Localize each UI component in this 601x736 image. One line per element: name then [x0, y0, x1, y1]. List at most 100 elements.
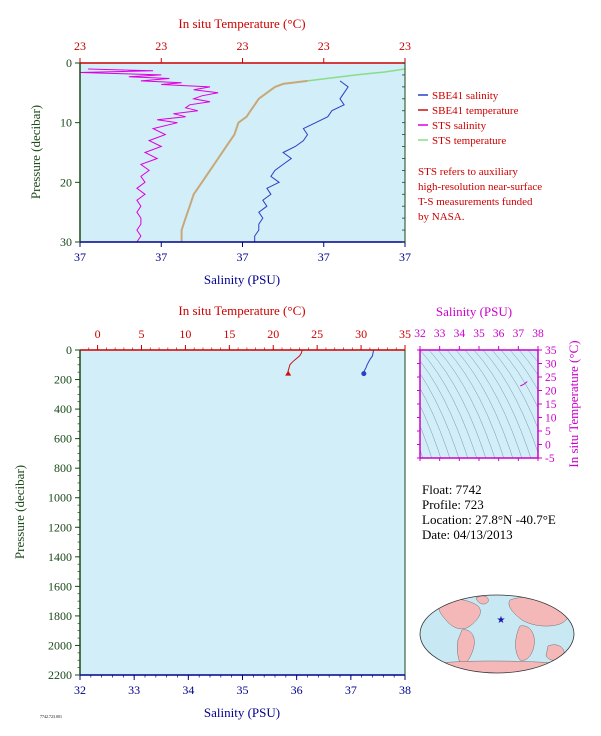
ts-sal-tick-label: 33 — [434, 328, 446, 340]
bottom-pressure-tick-label: 1400 — [48, 550, 72, 564]
bottom-series-sbe_temperature — [287, 349, 303, 374]
ts-temp-tick-label: 5 — [545, 426, 551, 438]
ts-density-contour — [464, 350, 523, 458]
ts-density-contour — [420, 360, 469, 458]
top-temp-tick-label: 23 — [237, 39, 249, 53]
top-temp-tick-label: 23 — [318, 39, 330, 53]
legend-label: STS salinity — [432, 120, 487, 132]
bottom-sal-tick-label: 36 — [291, 683, 303, 697]
ts-temp-tick-label: 15 — [545, 399, 557, 411]
continent-2 — [457, 629, 475, 669]
ts-panel-series — [520, 381, 528, 387]
info-location: Location: 27.8°N -40.7°E — [422, 512, 556, 527]
bottom-pressure-tick-label: 1000 — [48, 491, 72, 505]
bottom-temp-tick-label: 35 — [399, 327, 411, 341]
footer-text: 7742.723.001 — [40, 714, 62, 719]
top-series-sts_salinity — [79, 68, 219, 243]
bottom-sal-tick-label: 37 — [345, 683, 357, 697]
top-series-sbe_salinity — [254, 80, 349, 242]
ts-density-contours — [420, 350, 538, 458]
top-panel-temperature-axis-label: In situ Temperature (°C) — [178, 16, 305, 31]
bottom-pressure-tick-label: 2000 — [48, 638, 72, 652]
map-continents — [429, 595, 571, 673]
continent-1 — [438, 598, 481, 630]
bottom-panel-ticks — [75, 345, 406, 680]
top-panel-salinity-axis-label: Salinity (PSU) — [204, 272, 280, 287]
top-panel-salinity-tick-labels: 37 37 37 37 37 — [74, 250, 411, 264]
bottom-temp-tick-label: 25 — [311, 327, 323, 341]
info-profile: Profile: 723 — [422, 497, 484, 512]
ts-density-contour — [500, 350, 538, 409]
bottom-temp-tick-label: 30 — [355, 327, 367, 341]
bottom-temp-tick-label: 10 — [179, 327, 191, 341]
ts-density-contour — [420, 350, 478, 458]
ts-temp-tick-label: -5 — [545, 453, 555, 465]
ts-density-contour — [420, 387, 451, 458]
ts-temp-tick-label: 35 — [545, 345, 557, 357]
ts-sal-tick-label: 37 — [513, 328, 525, 340]
note-line-2: high-resolution near-surface — [418, 181, 542, 193]
bottom-panel: In situ Temperature (°C) 0 5 10 15 20 25 30 35 … — [12, 303, 411, 720]
ts-temp-tick-label: 20 — [545, 386, 557, 398]
sts-note: STS refers to auxiliary high-resolution … — [418, 166, 542, 223]
ts-sal-tick-label: 36 — [493, 328, 505, 340]
legend: SBE41 salinity SBE41 temperature STS salin… — [418, 90, 519, 147]
top-sal-tick-label: 37 — [74, 250, 86, 264]
float-info: Float: 7742 Profile: 723 Location: 27.8°… — [422, 482, 556, 542]
ts-density-contour — [473, 350, 532, 458]
bottom-panel-temperature-tick-labels: 0 5 10 15 20 25 30 35 — [95, 327, 411, 341]
top-panel-series — [79, 68, 406, 243]
bottom-pressure-tick-label: 1600 — [48, 579, 72, 593]
map-outline — [419, 594, 575, 674]
legend-label: SBE41 temperature — [432, 105, 519, 117]
ts-panel-temperature-axis-label: In situ Temperature (°C) — [566, 340, 581, 467]
bottom-pressure-tick-label: 1200 — [48, 520, 72, 534]
bottom-panel-pressure-axis-label: Pressure (decibar) — [12, 465, 27, 559]
ts-density-contour — [446, 350, 505, 458]
bottom-series-end-marker — [285, 370, 292, 376]
top-panel-ticks — [75, 58, 406, 247]
continent-6 — [429, 660, 571, 673]
ts-panel-ticks — [417, 346, 542, 461]
top-pressure-tick-label: 20 — [60, 175, 72, 189]
bottom-temp-tick-label: 20 — [267, 327, 279, 341]
top-sal-tick-label: 37 — [237, 250, 249, 264]
note-line-3: T-S measurements funded — [418, 196, 533, 208]
ts-density-contour — [491, 350, 538, 429]
top-temp-tick-label: 23 — [74, 39, 86, 53]
ts-temp-tick-label: 30 — [545, 359, 557, 371]
continent-5 — [545, 644, 565, 661]
ts-temp-tick-label: 0 — [545, 440, 551, 452]
top-series-overlap_line — [180, 79, 308, 242]
ts-temp-tick-label: 10 — [545, 413, 557, 425]
top-pressure-tick-label: 0 — [66, 56, 72, 70]
top-panel-temperature-tick-labels: 23 23 23 23 23 — [74, 39, 411, 53]
ts-density-contour — [455, 350, 514, 458]
bottom-plot-area — [80, 350, 405, 675]
float-location-marker-icon: ★ — [497, 615, 506, 626]
bottom-panel-salinity-tick-labels: 32 33 34 35 36 37 38 — [74, 683, 411, 697]
top-sal-tick-label: 37 — [399, 250, 411, 264]
bottom-pressure-tick-label: 600 — [54, 432, 72, 446]
top-panel-pressure-axis-label: Pressure (decibar) — [28, 105, 43, 199]
note-line-4: by NASA. — [418, 211, 465, 223]
ts-profile-line — [520, 381, 528, 387]
ts-density-contour — [437, 350, 496, 458]
bottom-pressure-tick-label: 1800 — [48, 609, 72, 623]
bottom-series-end-marker — [361, 371, 367, 377]
world-map: ★ — [419, 594, 575, 674]
top-sal-tick-label: 37 — [155, 250, 167, 264]
bottom-sal-tick-label: 34 — [182, 683, 194, 697]
ts-density-contour — [518, 350, 538, 376]
top-temp-tick-label: 23 — [155, 39, 167, 53]
bottom-panel-series — [285, 349, 375, 377]
bottom-temp-tick-label: 0 — [95, 327, 101, 341]
bottom-pressure-tick-label: 2200 — [48, 668, 72, 682]
bottom-sal-tick-label: 32 — [74, 683, 86, 697]
ts-panel-salinity-axis-label: Salinity (PSU) — [436, 304, 512, 319]
legend-label: STS temperature — [432, 135, 506, 147]
bottom-panel-temperature-axis-label: In situ Temperature (°C) — [178, 303, 305, 318]
bottom-temp-tick-label: 5 — [138, 327, 144, 341]
